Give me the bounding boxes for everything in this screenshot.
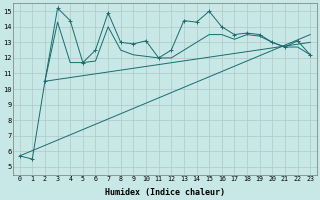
X-axis label: Humidex (Indice chaleur): Humidex (Indice chaleur) (105, 188, 225, 197)
